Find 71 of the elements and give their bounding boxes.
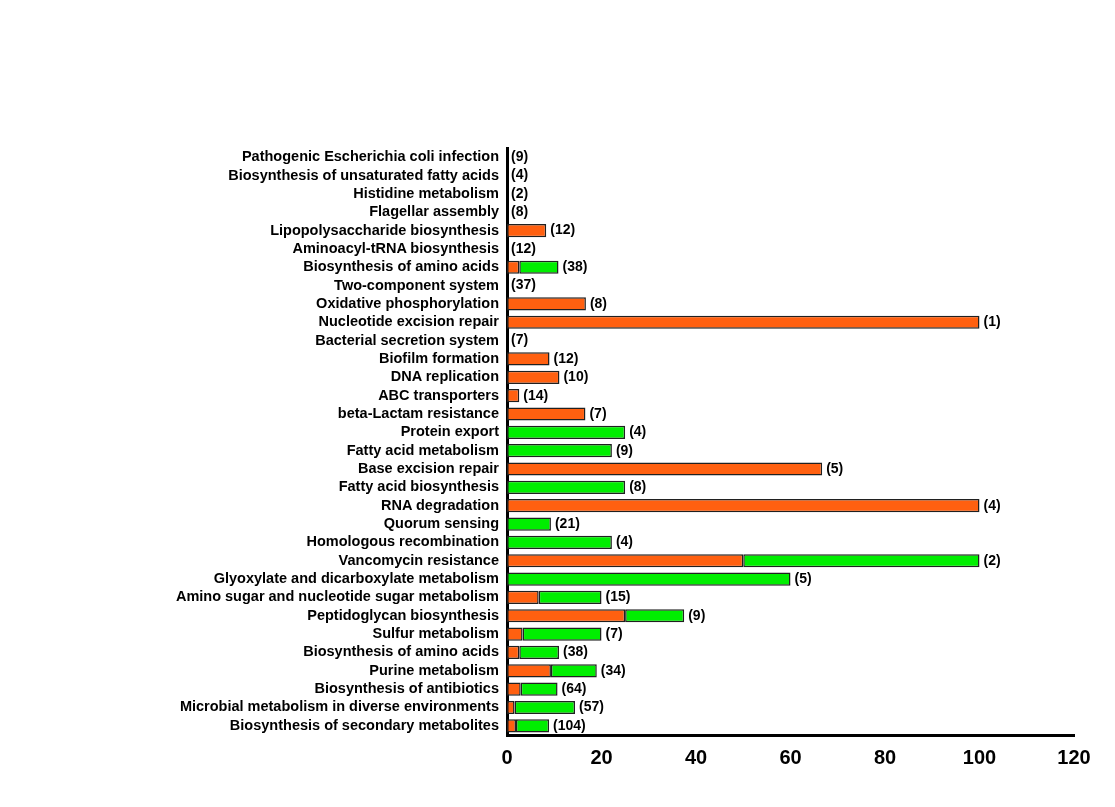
y-tick-label: ABC transporters <box>378 386 499 403</box>
y-tick-label: Oxidative phosphorylation <box>316 294 499 311</box>
y-tick-label: Homologous recombination <box>306 533 499 550</box>
y-tick-label: Quorum sensing <box>383 515 499 532</box>
text: (14) <box>523 386 549 403</box>
text: (7) <box>589 404 607 421</box>
y-tick-label: beta-Lactam resistance <box>337 404 499 421</box>
text: (37) <box>511 276 536 293</box>
text: (9) <box>511 148 529 165</box>
x-tick-label: 60 <box>779 745 802 768</box>
text: (7) <box>511 331 529 348</box>
y-tick-label: Pathogenic Escherichia coli infection <box>241 148 499 165</box>
text: (1) <box>983 313 1001 330</box>
y-tick-label: Peptidoglycan biosynthesis <box>307 606 499 623</box>
y-tick-label: Bacterial secretion system <box>315 331 499 348</box>
y-tick-label: Lipopolysaccharide biosynthesis <box>270 221 499 238</box>
text: (5) <box>794 569 812 586</box>
y-tick-label: Aminoacyl-tRNA biosynthesis <box>292 239 499 256</box>
y-tick-label: Vancomycin resistance <box>338 551 499 568</box>
y-tick-label: Base excision repair <box>357 460 500 477</box>
y-tick-label: RNA degradation <box>381 496 499 513</box>
text: (4) <box>629 423 647 440</box>
text: (2) <box>511 184 529 201</box>
y-tick-label: Biosynthesis of amino acids <box>303 643 499 660</box>
text: (4) <box>615 533 634 550</box>
text: (12) <box>553 349 579 366</box>
text: (9) <box>615 441 634 458</box>
text: (21) <box>554 514 580 531</box>
y-tick-label: Biosynthesis of amino acids <box>303 258 499 275</box>
y-tick-label: Purine metabolism <box>369 661 499 678</box>
text: (5) <box>826 459 844 476</box>
text: (38) <box>562 643 588 660</box>
text: (12) <box>511 239 536 256</box>
text: (15) <box>605 588 631 605</box>
text: (7) <box>605 624 623 641</box>
x-tick-label: 120 <box>1057 745 1091 768</box>
y-tick-label: Fatty acid metabolism <box>346 441 499 458</box>
y-tick-label: Fatty acid biosynthesis <box>338 478 499 495</box>
x-tick-label: 100 <box>962 745 997 768</box>
y-tick-label: Sulfur metabolism <box>372 625 499 642</box>
y-tick-label: Flagellar assembly <box>369 203 499 220</box>
text: (34) <box>600 661 626 678</box>
text: (12) <box>550 221 576 238</box>
y-tick-label: Histidine metabolism <box>353 184 499 201</box>
text: (64) <box>561 680 587 696</box>
text: (8) <box>589 294 608 311</box>
text: (8) <box>629 478 647 495</box>
text: (8) <box>511 203 529 220</box>
text: (4) <box>511 166 529 183</box>
x-tick-label: 40 <box>684 745 708 768</box>
x-tick-label: 80 <box>873 745 897 768</box>
text: (9) <box>688 606 706 623</box>
y-tick-label: Biosynthesis of antibiotics <box>314 680 499 697</box>
y-tick-label: Biosynthesis of unsaturated fatty acids <box>228 166 499 183</box>
y-tick-label: Biofilm formation <box>378 349 499 366</box>
y-tick-label: Glyoxylate and dicarboxylate metabolism <box>213 570 499 587</box>
text: (104) <box>553 716 586 733</box>
x-tick-label: 0 <box>501 745 513 768</box>
text: (38) <box>562 258 588 275</box>
y-tick-label: Nucleotide excision repair <box>318 313 500 330</box>
text: (4) <box>983 496 1001 513</box>
y-tick-label: Microbial metabolism in diverse environments <box>179 698 499 715</box>
y-tick-label: Amino sugar and nucleotide sugar metabolism <box>175 588 499 605</box>
y-tick-label: Two-component system <box>334 276 499 293</box>
text: (10) <box>563 368 589 385</box>
y-tick-label: Protein export <box>400 423 500 440</box>
text: (57) <box>579 698 604 715</box>
y-tick-label: Biosynthesis of secondary metabolites <box>229 716 499 733</box>
x-tick-label: 20 <box>590 745 613 768</box>
y-tick-label: DNA replication <box>390 368 499 385</box>
text: (2) <box>983 551 1001 568</box>
